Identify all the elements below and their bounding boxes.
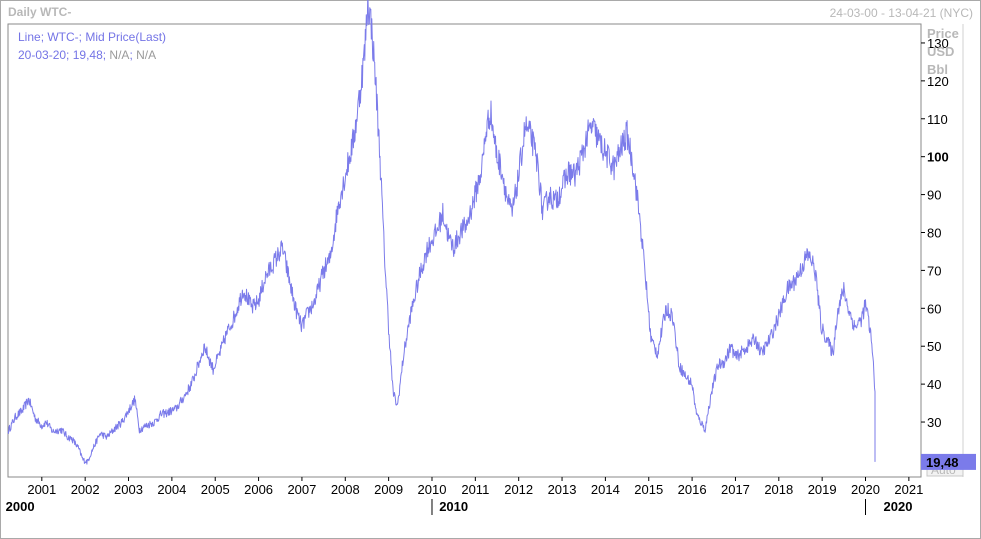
- x-tick-label: 2010: [418, 482, 447, 497]
- x-tick-label: 2020: [851, 482, 880, 497]
- x-tick-label: 2018: [764, 482, 793, 497]
- y-tick-label: 100: [927, 150, 949, 165]
- decade-label: 2010: [439, 499, 468, 514]
- x-tick-label: 2005: [201, 482, 230, 497]
- x-tick-label: 2006: [244, 482, 273, 497]
- y-tick-label: 70: [927, 263, 941, 278]
- x-tick-label: 2001: [27, 482, 56, 497]
- legend-value: 19,48: [72, 48, 103, 62]
- decade-label: 2000: [6, 499, 35, 514]
- x-tick-label: 2014: [591, 482, 620, 497]
- y-axis: 2030405060708090100110120130: [921, 36, 949, 468]
- plot-area-border: [7, 23, 922, 478]
- series-layer: [7, 0, 876, 465]
- last-value-box: [921, 453, 976, 470]
- legend-date: 20-03-20: [18, 48, 67, 62]
- y-tick-label: 60: [927, 301, 941, 316]
- x-tick-label: 2021: [894, 482, 923, 497]
- legend-readout: 20-03-20; 19,48; N/A; N/A: [18, 48, 157, 62]
- y-tick-label: 50: [927, 339, 941, 354]
- x-tick-label: 2013: [548, 482, 577, 497]
- x-tick-label: 2019: [808, 482, 837, 497]
- x-tick-label: 2002: [71, 482, 100, 497]
- legend-na-1: N/A: [109, 48, 130, 62]
- x-tick-label: 2007: [287, 482, 316, 497]
- legend-na-2: N/A: [136, 48, 157, 62]
- y-tick-label: 40: [927, 377, 941, 392]
- decade-label: 2020: [884, 499, 913, 514]
- date-range: 24-03-00 - 13-04-21 (NYC): [829, 6, 973, 20]
- chart-title: Daily WTC-: [8, 5, 72, 19]
- legend-series: Line; WTC-; Mid Price(Last): [18, 30, 167, 44]
- x-tick-label: 2017: [721, 482, 750, 497]
- y-tick-label: 130: [927, 36, 949, 51]
- x-tick-label: 2016: [678, 482, 707, 497]
- y-unit-barrel: Bbl: [927, 62, 948, 77]
- y-unit-currency: USD: [927, 44, 954, 59]
- x-axis: 2001 2002 2003 2004 2005 2006 2007 2008 2009 2010…: [6, 477, 923, 515]
- x-tick-label: 2011: [461, 482, 489, 497]
- last-value-label: 19,48: [926, 455, 959, 470]
- y-tick-label: 30: [927, 415, 941, 430]
- y-tick-label: 90: [927, 188, 941, 203]
- x-tick-label: 2008: [331, 482, 360, 497]
- x-tick-label: 2009: [374, 482, 403, 497]
- y-tick-label: 120: [927, 74, 949, 89]
- x-tick-label: 2003: [114, 482, 143, 497]
- y-tick-label: 110: [927, 112, 948, 127]
- x-tick-label: 2012: [504, 482, 533, 497]
- x-tick-label: 2004: [157, 482, 186, 497]
- price-line: [7, 0, 876, 465]
- y-tick-label: 80: [927, 225, 941, 240]
- y-unit-price: Price: [927, 26, 959, 41]
- x-tick-label: 2015: [634, 482, 663, 497]
